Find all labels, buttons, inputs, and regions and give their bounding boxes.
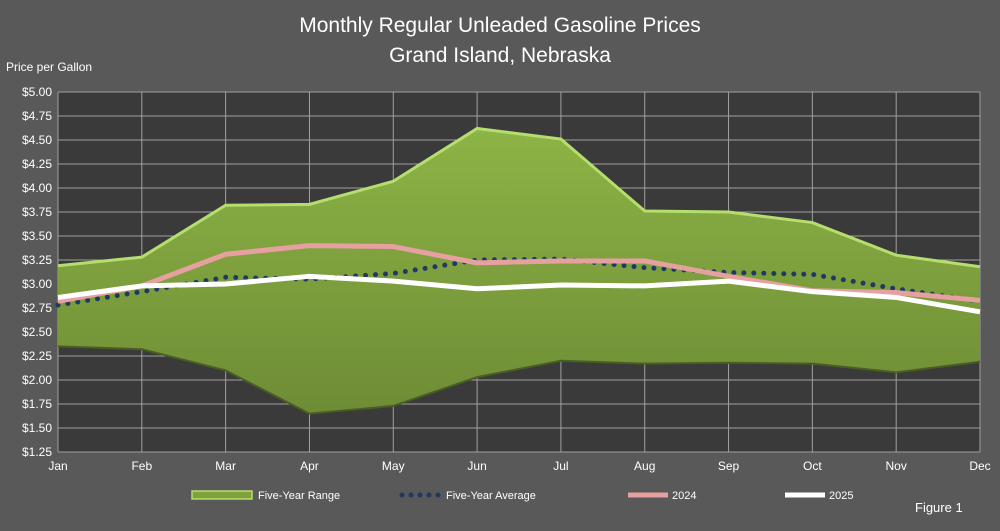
x-tick-label: Oct bbox=[803, 459, 822, 473]
five-year-range-lower-edge bbox=[57, 345, 981, 415]
x-tick-label: Jul bbox=[553, 459, 568, 473]
y-tick-label: $1.75 bbox=[22, 397, 52, 411]
legend-label: Five-Year Average bbox=[446, 490, 536, 502]
y-tick-label: $1.25 bbox=[22, 445, 52, 459]
five-year-range-area bbox=[58, 128, 980, 414]
y-tick-label: $3.25 bbox=[22, 253, 52, 267]
x-tick-label: Jan bbox=[48, 459, 67, 473]
x-tick-label: Sep bbox=[718, 459, 740, 473]
y-tick-label: $3.00 bbox=[22, 277, 52, 291]
legend-swatch-range bbox=[191, 490, 253, 500]
y-tick-label: $3.50 bbox=[22, 229, 52, 243]
chart-subtitle: Grand Island, Nebraska bbox=[389, 44, 611, 67]
legend-label: Five-Year Range bbox=[258, 490, 340, 502]
y-tick-label: $2.50 bbox=[22, 325, 52, 339]
y-tick-label: $5.00 bbox=[22, 85, 52, 99]
x-tick-label: Dec bbox=[969, 459, 990, 473]
x-tick-label: Aug bbox=[634, 459, 655, 473]
y-tick-label: $4.00 bbox=[22, 181, 52, 195]
y-tick-label: $4.25 bbox=[22, 157, 52, 171]
legend-label: 2025 bbox=[829, 490, 853, 502]
y-tick-label: $4.50 bbox=[22, 133, 52, 147]
x-tick-label: May bbox=[382, 459, 405, 473]
x-tick-label: Feb bbox=[131, 459, 152, 473]
y-tick-label: $2.00 bbox=[22, 373, 52, 387]
figure-label: Figure 1 bbox=[915, 500, 963, 515]
five-year-range-upper-edge bbox=[57, 126, 981, 269]
y-tick-label: $1.50 bbox=[22, 421, 52, 435]
y-tick-label: $2.75 bbox=[22, 301, 52, 315]
x-tick-label: Nov bbox=[886, 459, 907, 473]
chart-title: Monthly Regular Unleaded Gasoline Prices bbox=[299, 14, 701, 37]
y-tick-label: $2.25 bbox=[22, 349, 52, 363]
y-tick-label: $3.75 bbox=[22, 205, 52, 219]
x-tick-label: Apr bbox=[300, 459, 319, 473]
x-tick-label: Mar bbox=[215, 459, 236, 473]
x-tick-label: Jun bbox=[467, 459, 486, 473]
legend-label: 2024 bbox=[672, 490, 696, 502]
series-line-2025 bbox=[57, 273, 981, 315]
y-axis-label: Price per Gallon bbox=[6, 60, 93, 74]
y-tick-label: $4.75 bbox=[22, 109, 52, 123]
